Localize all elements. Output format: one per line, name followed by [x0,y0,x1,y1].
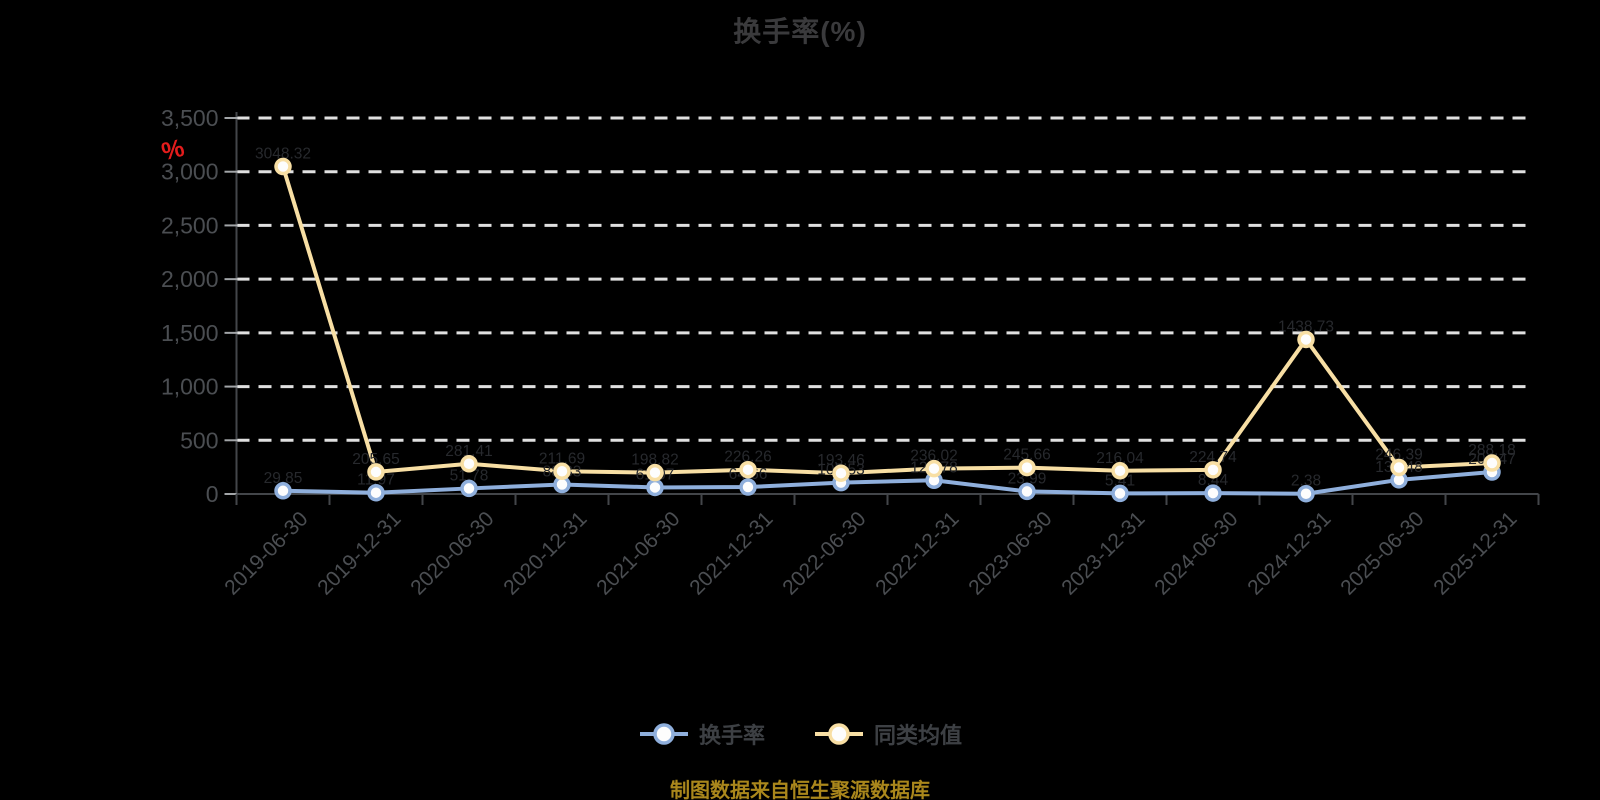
legend-label-turnover-rate: 换手率 [698,723,765,748]
point-label-换手率-9: 5.41 [1105,472,1135,489]
x-axis-label-2021-12-31: 2021-12-31 [685,507,777,599]
x-axis-label-2025-06-30: 2025-06-30 [1336,507,1428,599]
point-label-换手率-10: 8.44 [1198,472,1229,489]
x-axis-label-2023-06-30: 2023-06-30 [964,507,1056,599]
x-axis-label-2019-06-30: 2019-06-30 [220,507,312,599]
point-label-同类均值-1: 205.65 [352,451,399,468]
point-label-同类均值-6: 193.46 [817,452,864,469]
data-point-同类均值-2020-06-30 [460,455,478,473]
data-point-换手率-2021-12-31 [739,478,757,496]
data-point-换手率-2019-06-30 [274,482,292,500]
y-tick-label-2500: 2,500 [161,212,219,238]
legend-item-turnover-rate[interactable]: 换手率 [638,718,765,750]
data-point-同类均值-2021-12-31 [739,460,757,479]
data-point-换手率-2023-06-30 [1018,482,1036,501]
x-axis-label-2024-06-30: 2024-06-30 [1150,507,1242,599]
point-label-换手率-0: 29.85 [264,470,303,487]
x-axis-label-2020-12-31: 2020-12-31 [499,507,591,599]
data-source-note: 制图数据来自恒生聚源数据库 [670,780,930,800]
data-point-换手率-2020-06-30 [460,479,478,498]
point-label-同类均值-10: 224.74 [1189,449,1237,466]
point-label-同类均值-8: 245.66 [1003,447,1050,464]
point-label-换手率-8: 23.99 [1008,470,1047,487]
data-point-同类均值-2025-12-31 [1483,454,1501,472]
legend-label-category-average: 同类均值 [874,723,963,748]
data-point-同类均值-2024-06-30 [1204,461,1222,479]
y-tick-label-3000: 3,000 [161,159,219,185]
point-label-同类均值-11: 1438.73 [1278,318,1334,335]
point-label-同类均值-12: 246.39 [1375,447,1422,464]
x-axis-label-2021-06-30: 2021-06-30 [592,507,684,599]
chart-title: 换手率(%) [733,16,867,47]
y-tick-label-1500: 1,500 [161,320,219,346]
x-axis-label-2019-12-31: 2019-12-31 [313,507,405,599]
data-point-换手率-2023-12-31 [1111,484,1129,503]
point-label-同类均值-9: 216.04 [1096,450,1144,467]
legend-item-category-average[interactable]: 同类均值 [813,718,962,750]
series-line-同类均值 [281,164,1494,476]
point-label-同类均值-13: 288.18 [1468,442,1515,459]
data-point-同类均值-2019-06-30 [274,157,292,176]
y-tick-label-3500: 3,500 [161,105,219,131]
data-point-同类均值-2023-12-31 [1111,462,1129,480]
data-point-同类均值-2020-12-31 [553,462,571,481]
data-point-同类均值-2023-06-30 [1018,458,1036,477]
point-label-换手率-2: 51.78 [450,467,489,484]
x-axis-label-2020-06-30: 2020-06-30 [406,507,498,599]
data-point-换手率-2021-06-30 [646,478,664,497]
data-point-同类均值-2025-06-30 [1390,458,1408,477]
y-tick-label-2000: 2,000 [161,266,219,292]
y-tick-label-500: 500 [180,427,218,453]
data-point-同类均值-2022-06-30 [832,464,850,482]
y-tick-label-0: 0 [206,481,219,507]
y-tick-label-1000: 1,000 [161,374,219,400]
line-marker-icon [639,723,688,745]
point-label-同类均值-3: 211.69 [539,450,585,467]
point-label-同类均值-5: 226.26 [724,449,771,466]
line-marker-icon [815,723,863,745]
point-label-同类均值-0: 3048.32 [255,146,311,163]
series-line-换手率 [281,470,1494,496]
chart-legend: 换手率 同类均值 [0,718,1600,750]
x-axis-label-2023-12-31: 2023-12-31 [1057,507,1149,599]
point-label-同类均值-2: 281.41 [445,443,492,460]
x-axis-label-2025-12-31: 2025-12-31 [1429,507,1521,599]
x-axis-label-2022-12-31: 2022-12-31 [871,507,963,599]
data-point-换手率-2024-06-30 [1204,484,1222,502]
data-point-同类均值-2024-12-31 [1297,330,1315,349]
data-point-换手率-2024-12-31 [1297,484,1315,503]
point-label-同类均值-7: 236.02 [910,448,957,465]
x-axis-label-2022-06-30: 2022-06-30 [778,507,870,599]
point-label-同类均值-4: 198.82 [631,452,678,469]
data-point-同类均值-2019-12-31 [367,463,385,481]
x-axis-label-2024-12-31: 2024-12-31 [1243,507,1335,599]
data-point-同类均值-2022-12-31 [925,459,943,478]
data-point-换手率-2019-12-31 [367,483,385,502]
data-point-同类均值-2021-06-30 [646,463,664,482]
point-label-换手率-11: 2.38 [1291,473,1321,490]
